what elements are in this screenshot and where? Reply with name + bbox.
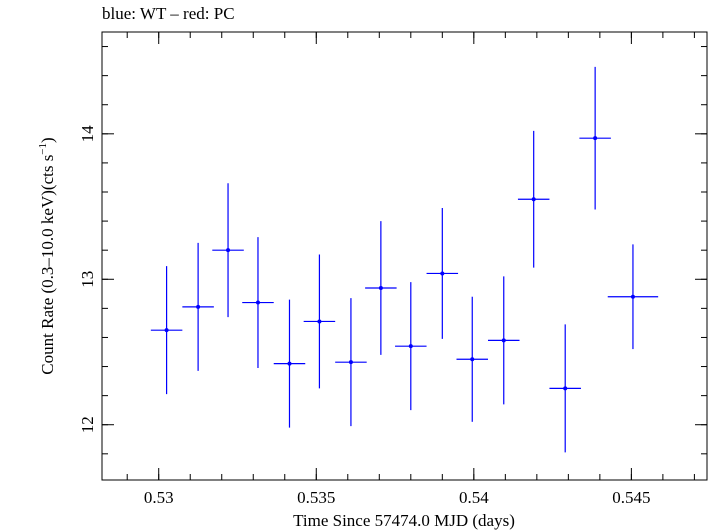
data-point [456,296,489,422]
data-point [150,266,183,395]
y-axis-label-main: Count Rate (0.3–10.0 keV)(cts s [38,155,57,375]
x-tick-label: 0.53 [144,488,174,507]
data-marker [226,248,231,253]
y-tick-label: 14 [78,125,97,143]
data-point [517,130,550,268]
chart-title: blue: WT – red: PC [102,4,235,23]
data-marker [287,361,292,366]
data-marker [378,286,383,290]
data-point [549,324,581,453]
x-ticks: 0.53 0.535 0.54 0.545 [126,32,695,507]
x-tick-label: 0.535 [297,488,335,507]
y-tick-label: 12 [78,416,97,433]
y-axis-label: Count Rate (0.3–10.0 keV)(cts s−1) [37,137,57,374]
data-marker [408,344,413,349]
data-marker [317,319,322,324]
data-point [365,221,397,355]
data-marker [196,304,201,309]
y-ticks: 12 13 14 [78,46,707,455]
data-marker [531,197,536,202]
data-marker [563,386,568,391]
y-tick-label: 13 [78,271,97,288]
data-marker [593,136,598,141]
plot-frame [101,31,708,481]
data-point [607,244,659,350]
data-point [212,183,244,318]
x-tick-label: 0.545 [612,488,650,507]
data-point [579,66,611,210]
data-point [395,282,427,411]
data-point [426,208,459,339]
data-marker [348,360,353,365]
data-points [150,66,659,453]
data-marker [164,328,169,333]
x-tick-label: 0.54 [459,488,489,507]
data-marker [255,300,260,305]
x-axis-label: Time Since 57474.0 MJD (days) [293,511,515,530]
y-axis-label-superscript: −1 [37,143,49,155]
data-marker [630,294,635,299]
data-marker [501,338,506,343]
data-point [335,298,367,427]
data-point [273,299,306,428]
data-point [303,254,336,389]
y-axis-label-end: ) [38,137,57,143]
data-marker [440,271,445,276]
data-point [182,242,214,371]
data-point [488,276,520,405]
data-point [242,237,274,368]
data-marker [470,357,475,362]
